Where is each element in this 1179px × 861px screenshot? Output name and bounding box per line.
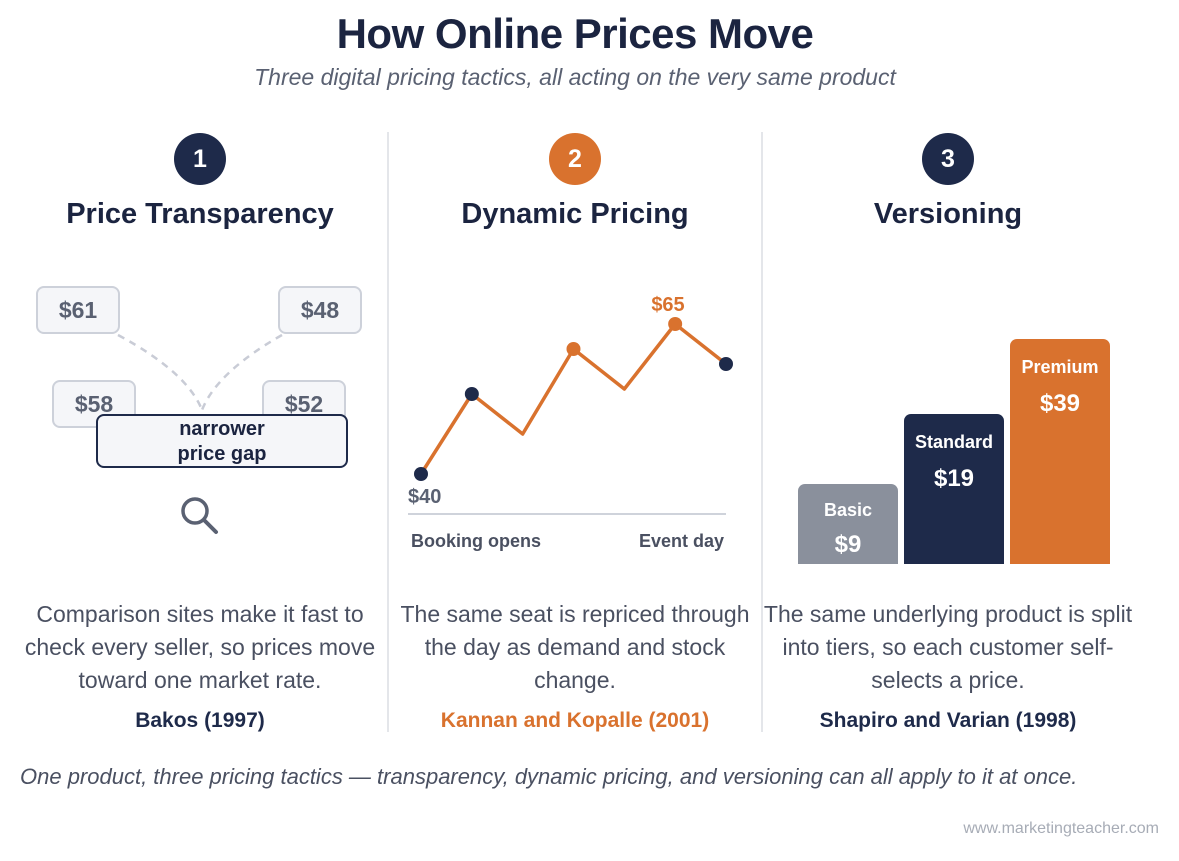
column-description: The same seat is repriced through the da… — [400, 601, 750, 693]
tier-name: Premium — [1021, 357, 1099, 377]
dynamic-price-chart: $40 $65 Booking opens Event day — [408, 294, 733, 551]
tier-bar-standard: Standard $19 — [904, 414, 1004, 564]
price-point — [719, 357, 733, 371]
column-citation: Kannan and Kopalle (2001) — [440, 709, 710, 732]
step-badge-2: 2 — [549, 133, 601, 185]
column-citation: Bakos (1997) — [135, 709, 265, 732]
price-point — [414, 467, 428, 481]
column-versioning: 3 Versioning Basic $9 Standard $19 Premi… — [762, 0, 1134, 760]
price-tile: $61 — [36, 286, 120, 334]
tier-bar-premium: Premium $39 — [1010, 339, 1110, 564]
tier-bar-basic: Basic $9 — [798, 484, 898, 564]
tier-price: $39 — [1039, 390, 1081, 417]
step-badge-3: 3 — [922, 133, 974, 185]
gap-label-line: price gap — [177, 443, 267, 465]
price-point — [668, 317, 683, 331]
page-subtitle: Three digital pricing tactics, all actin… — [254, 64, 896, 90]
x-axis-end-label: Event day — [639, 531, 724, 551]
column-title: Dynamic Pricing — [461, 198, 689, 230]
peak-price-label: $65 — [651, 294, 684, 316]
tier-price: $9 — [834, 531, 862, 558]
column-description: The same underlying product is split int… — [763, 601, 1133, 693]
column-citation: Shapiro and Varian (1998) — [819, 709, 1077, 732]
x-axis-start-label: Booking opens — [411, 531, 541, 551]
column-title: Versioning — [873, 198, 1023, 230]
page-title: How Online Prices Move — [336, 10, 814, 57]
column-description: Comparison sites make it fast to check e… — [24, 601, 376, 693]
watermark: www.marketingteacher.com — [963, 820, 1159, 837]
gap-label-line: narrower — [179, 418, 265, 440]
price-point — [464, 387, 479, 401]
column-title: Price Transparency — [66, 198, 334, 230]
tier-price: $19 — [933, 465, 975, 492]
narrower-price-gap-label: narrower price gap — [96, 414, 348, 468]
tier-name: Basic — [823, 500, 873, 520]
convergence-lines — [112, 333, 283, 411]
column-divider — [761, 132, 763, 732]
magnifier-icon — [181, 497, 218, 534]
start-price-label: $40 — [408, 486, 441, 508]
step-badge-1: 1 — [174, 133, 226, 185]
column-price-transparency: 1 Price Transparency $61 $48 $58 $52 nar… — [12, 0, 388, 760]
tier-name: Standard — [914, 432, 993, 452]
price-tile: $58 — [52, 380, 136, 428]
version-tier-bars: Basic $9 Standard $19 Premium $39 — [798, 300, 1118, 564]
column-divider — [387, 132, 389, 732]
footer-note: One product, three pricing tactics — tra… — [20, 764, 1078, 789]
price-tile: $48 — [278, 286, 362, 334]
column-dynamic-pricing: 2 Dynamic Pricing $40 $65 Booking opens … — [388, 0, 762, 760]
price-point — [566, 342, 581, 356]
